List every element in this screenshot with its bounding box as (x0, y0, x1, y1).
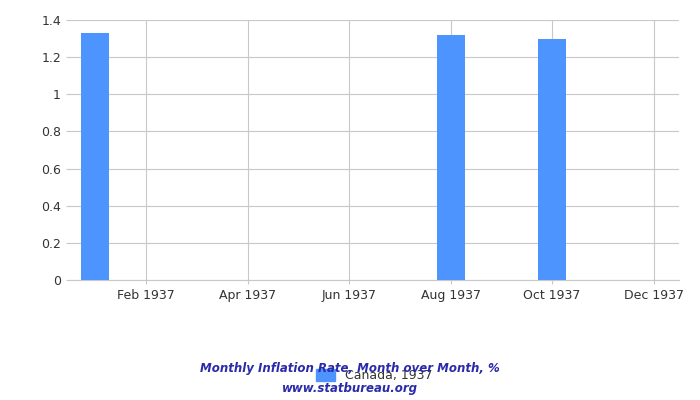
Bar (437, 35, 465, 280)
Text: www.statbureau.org: www.statbureau.org (282, 382, 418, 395)
Legend: Canada, 1937: Canada, 1937 (312, 364, 438, 387)
Text: Monthly Inflation Rate, Month over Month, %: Monthly Inflation Rate, Month over Month… (200, 362, 500, 375)
Bar (81, 33, 109, 280)
Bar (538, 38, 566, 280)
